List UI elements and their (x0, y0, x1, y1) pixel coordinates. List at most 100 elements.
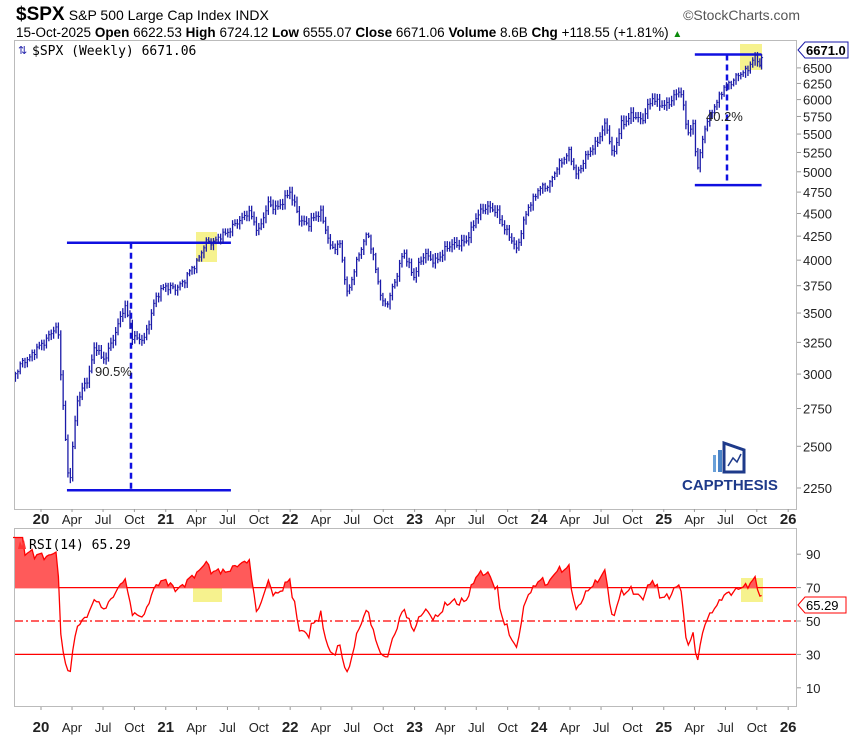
price-axis: 2250 2500 2750 3000 3250 3500 3750 4000 4250 4500… (797, 61, 832, 496)
date-tick-label: Oct (249, 720, 270, 735)
price-tick-label: 4250 (803, 229, 832, 244)
low-value: 6555.07 (302, 25, 352, 40)
price-tick-label: 6250 (803, 76, 832, 91)
date-tick-label: Apr (435, 720, 456, 735)
open-label: Open (94, 25, 130, 40)
date-tick-label: 23 (406, 719, 423, 736)
high-label: High (185, 25, 216, 40)
price-tick-label: 5250 (803, 145, 832, 160)
price-bars (15, 51, 764, 484)
date-tick-label: 25 (655, 511, 672, 528)
quote-date: 15-Oct-2025 (16, 25, 92, 40)
up-arrow-icon: ▲ (672, 29, 683, 40)
rsi-polyline (13, 536, 762, 674)
price-tick-label: 4750 (803, 185, 832, 200)
date-tick-label: Jul (344, 720, 361, 735)
date-tick-label: Jul (717, 512, 734, 527)
price-tick-label: 3500 (803, 306, 832, 321)
chg-value: +118.55 (+1.81%) (561, 25, 669, 40)
rsi-reference-lines (15, 586, 796, 656)
price-tick-label: 6000 (803, 93, 832, 108)
rsi-tick-label: 10 (806, 681, 820, 696)
date-tick-label: Oct (622, 720, 643, 735)
low-label: Low (272, 25, 300, 40)
exchange: INDX (235, 7, 269, 23)
date-tick-label: Apr (186, 720, 207, 735)
date-tick-label: Oct (498, 512, 519, 527)
date-tick-label: 21 (157, 719, 174, 736)
rsi-axis: 10 30 50 70 90 (797, 547, 820, 696)
price-tick-label: 4500 (803, 207, 832, 222)
rsi-overbought-fill (15, 537, 758, 588)
rsi-line (13, 536, 762, 674)
date-tick-label: Jul (593, 720, 610, 735)
price-tick-label: 5750 (803, 109, 832, 124)
date-tick-label: Oct (622, 512, 643, 527)
date-tick-label: 22 (282, 511, 299, 528)
last-price-label: 6671.0 (806, 43, 846, 58)
security-name: S&P 500 Large Cap Index (68, 7, 232, 23)
capptheis-logo: CAPPTHESIS (682, 440, 778, 494)
date-tick-label: Jul (717, 720, 734, 735)
date-tick-label: 20 (33, 719, 50, 736)
rsi-tick-label: 50 (806, 614, 820, 629)
legend-price: ⇅ $SPX (Weekly) 6671.06 (18, 44, 196, 59)
price-tick-label: 4000 (803, 253, 832, 268)
price-tick-label: 2250 (803, 481, 832, 496)
date-tick-label: Jul (593, 512, 610, 527)
date-axis-rsi: 20 Apr Jul Oct 21 Apr Jul Oct 22 Apr Jul Oct 23 Apr Ju… (33, 707, 797, 736)
date-tick-label: 23 (406, 511, 423, 528)
volume-value: 8.6B (500, 25, 528, 40)
rsi-tick-label: 90 (806, 547, 820, 562)
pct-label-2020: 90.5% (95, 364, 132, 379)
legend-rsi: RSI(14) 65.29 (18, 538, 131, 553)
last-rsi-label: 65.29 (806, 598, 839, 613)
date-tick-label: 21 (157, 511, 174, 528)
date-tick-label: 26 (780, 511, 797, 528)
price-legend: $SPX (Weekly) 6671.06 (32, 44, 196, 59)
rsi-panel (14, 528, 797, 707)
chart-title: $SPX S&P 500 Large Cap Index INDX (16, 4, 269, 26)
date-tick-label: Jul (95, 512, 112, 527)
date-tick-label: Oct (498, 720, 519, 735)
rsi-tick-label: 70 (806, 581, 820, 596)
date-tick-label: Apr (560, 512, 581, 527)
date-tick-label: Jul (344, 512, 361, 527)
rsi-legend-icon (18, 540, 26, 549)
last-rsi-tag: 65.29 (797, 596, 847, 614)
price-panel (14, 40, 797, 510)
price-tick-label: 5500 (803, 127, 832, 142)
highlight-2025 (740, 44, 762, 70)
rsi-overbought-area (15, 537, 758, 588)
price-tick-label: 2500 (803, 439, 832, 454)
date-tick-label: 22 (282, 719, 299, 736)
date-tick-label: Apr (311, 512, 332, 527)
high-value: 6724.12 (219, 25, 269, 40)
date-tick-label: Jul (95, 720, 112, 735)
symbol: $SPX (16, 4, 65, 25)
price-tick-label: 6500 (803, 61, 832, 76)
volume-label: Volume (448, 25, 497, 40)
date-tick-label: 26 (780, 719, 797, 736)
date-tick-label: Apr (560, 720, 581, 735)
date-tick-label: Apr (435, 512, 456, 527)
pct-label-2025: 40.2% (706, 109, 743, 124)
price-legend-icon: ⇅ (18, 45, 27, 57)
close-label: Close (355, 25, 393, 40)
date-axis-price: 20 Apr Jul Oct 21 Apr Jul Oct 22 Apr Jul Oct 23 Apr Ju… (33, 509, 797, 528)
price-tick-label: 3750 (803, 279, 832, 294)
price-tick-label: 5000 (803, 165, 832, 180)
rsi-tick-label: 30 (806, 647, 820, 662)
date-tick-label: 24 (531, 511, 548, 528)
date-tick-label: Oct (747, 720, 768, 735)
date-tick-label: Apr (684, 512, 705, 527)
date-tick-label: 25 (655, 719, 672, 736)
date-tick-label: Jul (219, 720, 236, 735)
date-tick-label: Jul (219, 512, 236, 527)
annotations (66, 53, 762, 492)
date-tick-label: Jul (468, 512, 485, 527)
stockcharts-brand: ©StockCharts.com (683, 7, 800, 23)
date-tick-label: Apr (684, 720, 705, 735)
close-value: 6671.06 (395, 25, 445, 40)
